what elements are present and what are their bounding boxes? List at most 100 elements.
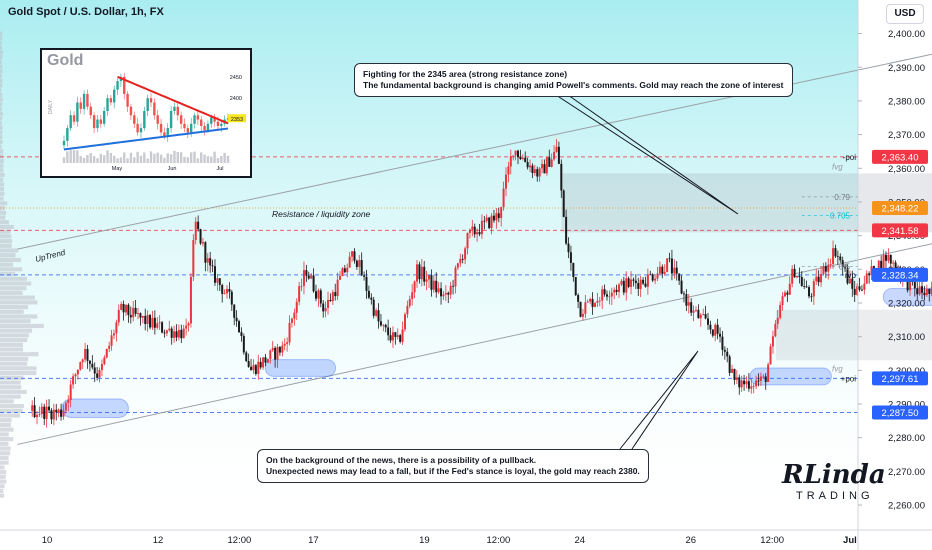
inset-volume-bar	[189, 152, 193, 163]
inset-volume-bar	[179, 152, 183, 163]
candle-body	[411, 292, 414, 300]
profile-bar	[0, 55, 3, 60]
candle-body	[913, 281, 916, 289]
candle-body	[776, 317, 779, 324]
inset-volume-bar	[226, 155, 230, 163]
candle-body	[358, 260, 361, 267]
inset-candle-body	[126, 93, 129, 107]
candle-body	[103, 357, 106, 365]
profile-bar	[0, 422, 11, 427]
candle-body	[262, 357, 265, 368]
candle-body	[625, 278, 628, 293]
candle-body	[372, 299, 375, 316]
candle-body	[476, 232, 479, 235]
candle-body	[649, 274, 652, 276]
profile-bar	[0, 196, 4, 201]
candle-body	[692, 310, 695, 313]
candle-body	[798, 275, 801, 278]
candle-body	[312, 275, 315, 292]
candle-body	[324, 307, 327, 312]
inset-volume-bar	[76, 150, 79, 163]
inset-volume-bar	[133, 157, 136, 163]
logo-sub-text: TRADING	[796, 490, 874, 502]
candle-body	[351, 251, 354, 257]
candle-body	[762, 376, 765, 378]
candle-body	[276, 346, 279, 360]
profile-bar	[0, 314, 38, 319]
candle-body	[360, 260, 363, 276]
candle-body	[127, 304, 130, 315]
candle-body	[560, 163, 563, 191]
inset-y-tick-0: 2450	[230, 75, 242, 81]
candle-body	[428, 275, 431, 280]
candle-body	[226, 288, 229, 294]
candle-body	[507, 166, 510, 175]
candle-body	[213, 266, 216, 283]
candle-body	[370, 297, 373, 300]
candle-body	[180, 329, 183, 339]
inset-plot: DAILY 2450 2400 2353 May Jun Jul	[48, 72, 246, 172]
profile-bar	[0, 239, 13, 244]
profile-bar	[0, 272, 16, 277]
candle-body	[500, 206, 503, 219]
candle-body	[685, 294, 688, 306]
candle-body	[230, 291, 233, 305]
candle-body	[769, 346, 772, 365]
candle-body	[204, 242, 207, 263]
profile-bar	[0, 69, 3, 74]
candle-body	[353, 251, 356, 261]
candle-body	[194, 221, 197, 241]
candle-body	[399, 335, 402, 342]
inset-candle-body	[89, 106, 92, 116]
candle-body	[747, 381, 750, 389]
price-label-box-4	[872, 371, 928, 386]
candle-body	[79, 362, 82, 370]
profile-bar	[0, 106, 2, 112]
currency-button[interactable]: USD	[886, 4, 924, 24]
y-tick-label: 2,310.00	[888, 332, 925, 343]
candle-body	[363, 275, 366, 277]
inset-candle-body	[76, 102, 79, 122]
candle-body	[682, 293, 685, 295]
y-tick-label: 2,370.00	[888, 130, 925, 141]
candle-body	[848, 278, 851, 284]
y-tick-label: 2,400.00	[888, 29, 925, 40]
candle-body	[139, 313, 142, 318]
candle-body	[158, 322, 161, 324]
candle-body	[98, 370, 101, 378]
highlight-layer	[61, 288, 932, 418]
candle-body	[851, 278, 854, 289]
candle-body	[189, 276, 192, 324]
candle-body	[74, 374, 77, 377]
candle-body	[473, 226, 476, 235]
price-label-box-3	[872, 267, 928, 282]
x-tick-label: 26	[686, 535, 697, 546]
profile-bar	[0, 427, 14, 432]
profile-bar	[0, 144, 2, 149]
inset-candle-body	[123, 76, 126, 94]
inset-candle-body	[153, 102, 156, 116]
candle-body	[632, 279, 635, 281]
profile-bar	[0, 479, 7, 484]
inset-volume-bar	[223, 152, 226, 163]
inset-volume-bar	[123, 152, 126, 163]
candle-body	[124, 304, 127, 313]
profile-bar	[0, 229, 11, 234]
candle-body	[882, 254, 885, 270]
zone-box-0	[561, 173, 932, 233]
profile-bar	[0, 177, 4, 182]
candle-body	[690, 302, 693, 313]
candle-body	[704, 314, 707, 319]
candle-body	[137, 313, 140, 314]
candle-body	[387, 327, 390, 336]
profile-bar	[0, 408, 23, 413]
candle-body	[432, 280, 435, 290]
inset-candle-body	[106, 98, 109, 111]
profile-bar	[0, 64, 3, 69]
candle-body	[423, 266, 426, 282]
candle-body	[173, 331, 176, 338]
candle-body	[795, 275, 798, 278]
candle-body	[105, 348, 108, 358]
candle-body	[728, 356, 731, 373]
profile-bar	[0, 253, 16, 258]
